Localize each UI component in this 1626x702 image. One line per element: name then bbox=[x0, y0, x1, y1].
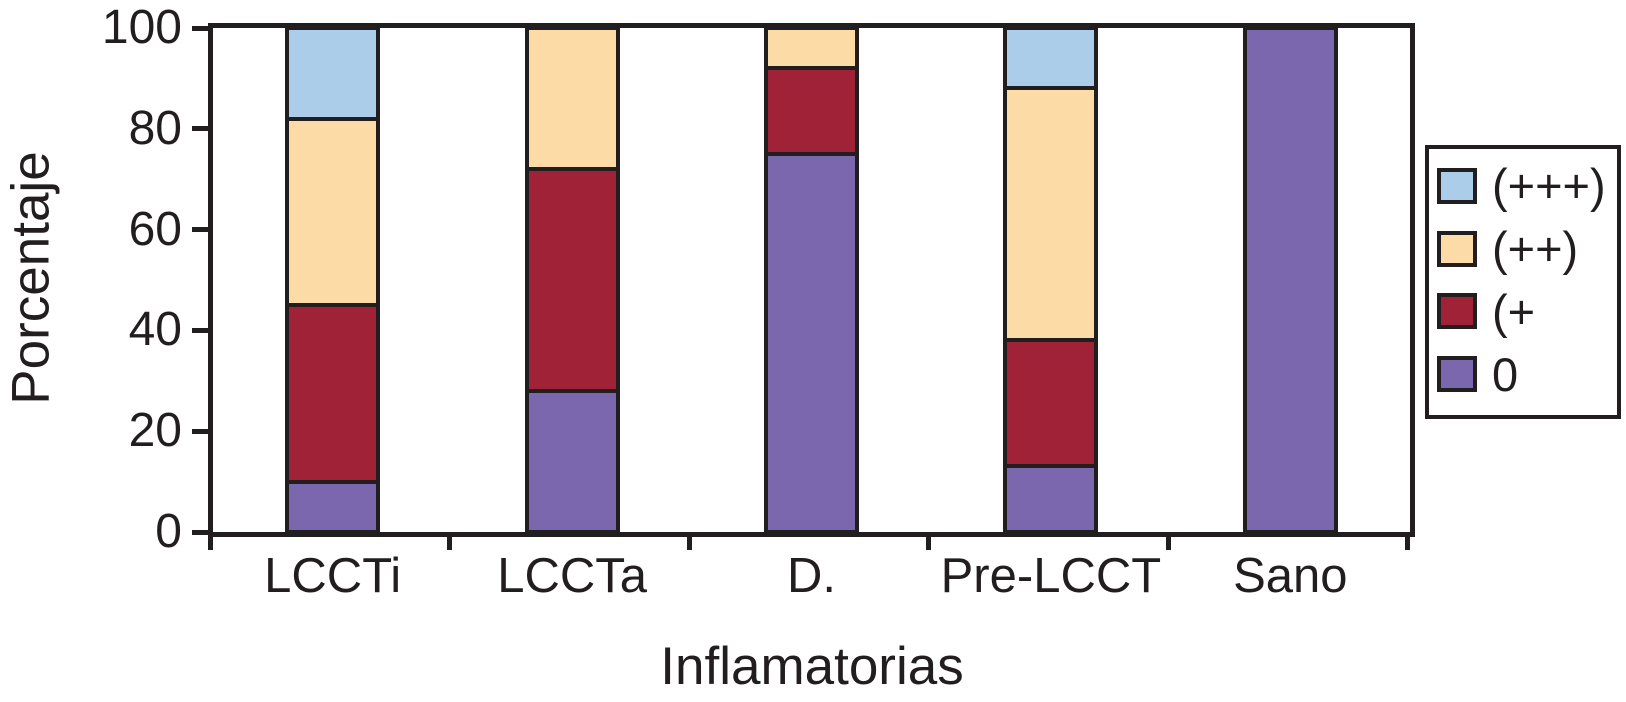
legend-row: (+++) bbox=[1437, 161, 1611, 210]
legend-swatch bbox=[1437, 356, 1477, 393]
bar-segment bbox=[764, 152, 859, 534]
y-axis-tick bbox=[192, 529, 208, 535]
legend-swatch bbox=[1437, 230, 1477, 267]
y-axis-title: Porcentaje bbox=[1, 151, 61, 405]
x-axis-tick bbox=[1165, 537, 1171, 550]
y-tick-label: 100 bbox=[101, 1, 182, 54]
y-tick-label: 0 bbox=[155, 505, 182, 558]
legend-label: (+ bbox=[1492, 284, 1536, 338]
legend-row: (+ bbox=[1437, 284, 1611, 338]
x-axis-tick bbox=[1405, 537, 1410, 550]
y-axis-tick bbox=[192, 25, 208, 31]
bar-segment bbox=[524, 167, 620, 393]
x-axis-tick bbox=[686, 537, 692, 550]
x-axis-tick bbox=[208, 537, 213, 550]
y-axis-tick bbox=[192, 227, 208, 233]
y-tick-label: 60 bbox=[128, 202, 182, 256]
legend-row: 0 bbox=[1437, 347, 1611, 401]
category-label: Sano bbox=[1233, 549, 1348, 603]
y-axis-tick bbox=[192, 126, 208, 132]
bar-segment bbox=[1003, 338, 1099, 469]
bar-segment bbox=[1242, 26, 1338, 534]
bar-segment bbox=[285, 303, 381, 484]
y-axis-tick bbox=[192, 327, 208, 333]
y-tick-label: 80 bbox=[128, 101, 182, 155]
legend-swatch bbox=[1437, 293, 1477, 330]
bar-segment bbox=[285, 479, 381, 534]
legend-swatch bbox=[1437, 167, 1477, 204]
category-label: Pre-LCCT bbox=[940, 549, 1162, 603]
bar-segment bbox=[1003, 86, 1099, 343]
bar-segment bbox=[1003, 464, 1099, 534]
bar-segment bbox=[524, 26, 620, 172]
y-tick-label: 40 bbox=[128, 303, 182, 357]
x-axis-title: Inflamatorias bbox=[660, 637, 964, 696]
legend-label: (+++) bbox=[1492, 159, 1606, 212]
bar-segment bbox=[1003, 26, 1099, 91]
bar-segment bbox=[285, 116, 381, 308]
legend-label: 0 bbox=[1492, 347, 1519, 401]
category-label: D. bbox=[787, 549, 836, 603]
bar-segment bbox=[285, 26, 381, 121]
y-axis-tick bbox=[192, 428, 208, 434]
legend-row: (++) bbox=[1437, 224, 1611, 273]
y-tick-label: 20 bbox=[128, 404, 182, 458]
category-label: LCCTa bbox=[497, 549, 647, 603]
bar-segment bbox=[764, 66, 859, 156]
bar-segment bbox=[524, 388, 620, 534]
x-axis-tick bbox=[447, 537, 453, 550]
category-label: LCCTi bbox=[264, 549, 402, 603]
legend-label: (++) bbox=[1492, 221, 1579, 275]
legend-box: (+++) (++) (+ 0 bbox=[1425, 145, 1621, 419]
x-axis-tick bbox=[926, 537, 932, 550]
bar-segment bbox=[764, 26, 859, 71]
